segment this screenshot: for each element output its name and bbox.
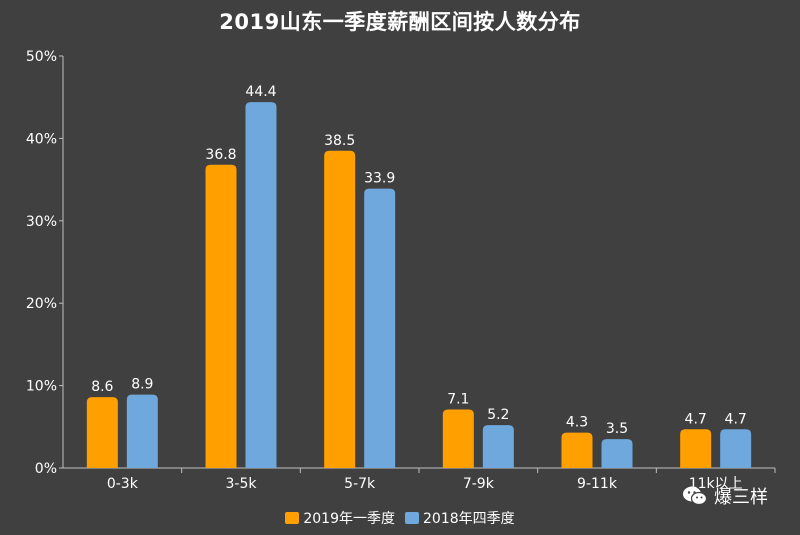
data-label: 44.4: [245, 84, 276, 100]
legend-swatch-2019q1: [285, 512, 300, 524]
legend-item-2018q4: 2018年四季度: [405, 508, 515, 528]
watermark: 爆三样: [682, 483, 768, 509]
data-label: 4.7: [725, 411, 747, 427]
bar: [245, 102, 277, 469]
x-tick-label: 5-7k: [344, 476, 376, 492]
y-tick-label: 20%: [26, 296, 57, 312]
bar: [680, 429, 712, 468]
chart-legend: 2019年一季度 2018年四季度: [0, 508, 800, 528]
chart-axes: 0% 10% 20% 30% 40% 50% 0-3k 3-5k 5-7k 7-9k 9-11k 11…: [26, 49, 776, 492]
bar: [324, 150, 356, 468]
legend-swatch-2018q4: [405, 512, 419, 524]
bar: [720, 429, 752, 468]
data-label: 5.2: [487, 407, 509, 423]
y-tick-label: 0%: [35, 461, 57, 477]
data-label: 8.9: [131, 377, 153, 393]
bar: [561, 432, 593, 468]
y-tick-label: 40%: [26, 131, 57, 147]
x-tick-label: 0-3k: [107, 476, 139, 492]
data-label: 36.8: [205, 147, 236, 163]
data-label: 4.7: [685, 411, 707, 427]
legend-label-2019q1: 2019年一季度: [303, 511, 395, 527]
x-tick-label: 11k以上: [689, 476, 743, 492]
watermark-text: 爆三样: [714, 487, 768, 508]
chart-title: 2019山东一季度薪酬区间按人数分布: [219, 10, 581, 34]
data-label: 3.5: [606, 421, 628, 437]
data-label: 38.5: [324, 133, 355, 149]
bar: [482, 425, 514, 468]
legend-item-2019q1: 2019年一季度: [285, 508, 395, 528]
chart-bars: [86, 102, 752, 469]
data-label: 8.6: [91, 379, 113, 395]
x-tick-label: 9-11k: [577, 476, 618, 492]
bar: [601, 439, 633, 468]
y-tick-label: 10%: [26, 379, 57, 395]
data-label: 33.9: [364, 171, 395, 187]
bar: [126, 394, 158, 468]
bar: [442, 409, 474, 468]
y-tick-label: 50%: [26, 49, 57, 65]
x-tick-label: 7-9k: [463, 476, 495, 492]
wechat-icon: [683, 486, 708, 506]
legend-label-2018q4: 2018年四季度: [423, 511, 515, 527]
data-label: 7.1: [447, 391, 469, 407]
chart-data-labels: 8.6 8.9 36.8 44.4 38.5 33.9 7.1 5.2 4.3 3.5 4.7 4.7: [91, 84, 747, 437]
data-label: 4.3: [566, 415, 588, 431]
x-tick-label: 3-5k: [226, 476, 258, 492]
bar: [205, 164, 237, 468]
y-tick-label: 30%: [26, 214, 57, 230]
bar: [86, 397, 118, 468]
bar: [364, 188, 396, 468]
